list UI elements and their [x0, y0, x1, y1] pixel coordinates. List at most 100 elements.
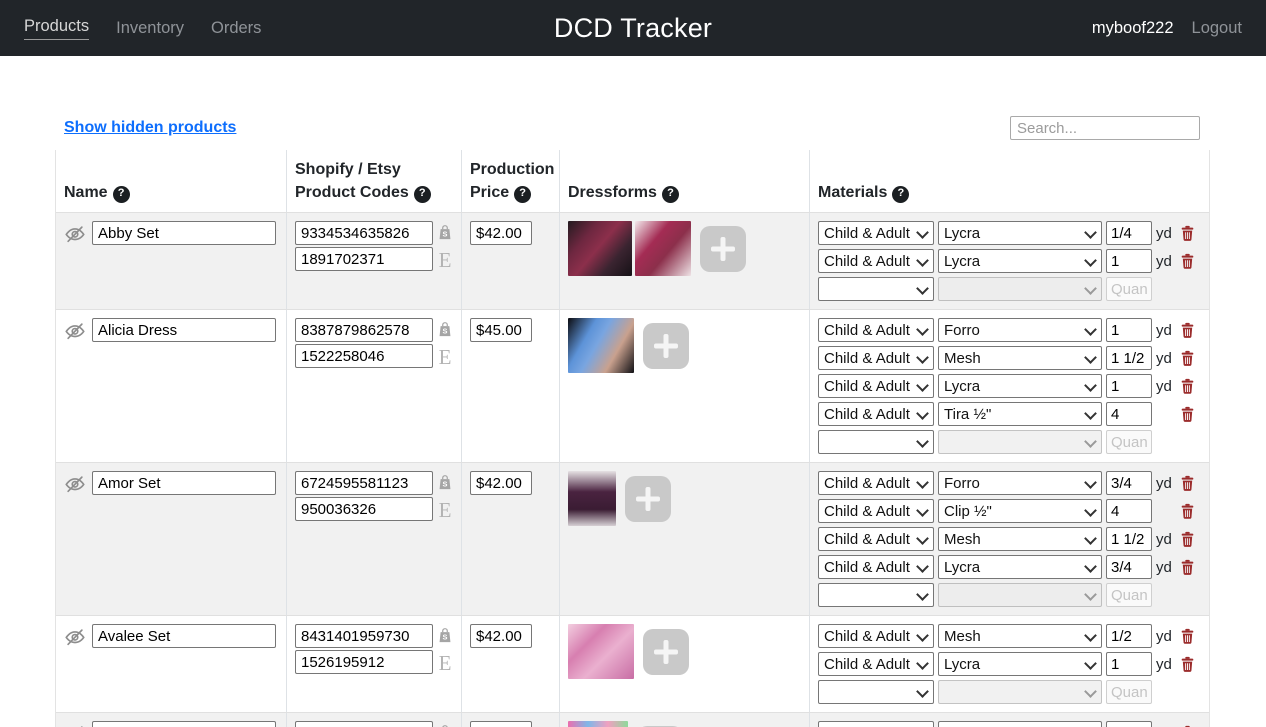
- add-dressform-button[interactable]: [643, 628, 689, 675]
- product-name-input[interactable]: [92, 471, 276, 496]
- dressform-thumbnail[interactable]: [568, 624, 634, 680]
- nav-item-products[interactable]: Products: [24, 17, 90, 40]
- shopify-code-input[interactable]: [295, 624, 433, 649]
- delete-material-trash-icon[interactable]: [1180, 531, 1195, 548]
- hide-product-eye-icon[interactable]: [64, 221, 86, 248]
- material-qty-input[interactable]: [1106, 721, 1152, 727]
- show-hidden-products-link[interactable]: Show hidden products: [64, 119, 237, 136]
- dressform-thumbnail[interactable]: [635, 221, 691, 277]
- production-price-input[interactable]: [470, 318, 532, 343]
- material-size-select[interactable]: [818, 721, 934, 727]
- etsy-code-input[interactable]: [295, 650, 433, 675]
- production-price-input[interactable]: [470, 221, 532, 246]
- material-type-select[interactable]: Forro: [938, 318, 1102, 343]
- add-dressform-button[interactable]: [625, 475, 671, 522]
- dressform-thumbnail[interactable]: [568, 721, 628, 727]
- material-size-select[interactable]: Child & Adult: [818, 527, 934, 552]
- material-qty-input[interactable]: [1106, 402, 1152, 427]
- production-price-input[interactable]: [470, 721, 532, 727]
- help-icon[interactable]: ?: [112, 185, 130, 203]
- material-size-select[interactable]: Child & Adult: [818, 499, 934, 524]
- material-size-select[interactable]: [818, 430, 934, 455]
- material-type-select[interactable]: Tira ½": [938, 402, 1102, 427]
- delete-material-trash-icon[interactable]: [1180, 350, 1195, 367]
- delete-material-trash-icon[interactable]: [1180, 225, 1195, 242]
- add-dressform-button[interactable]: [643, 322, 689, 369]
- material-qty-input[interactable]: [1106, 221, 1152, 246]
- material-type-select[interactable]: Clip ½": [938, 499, 1102, 524]
- material-qty-input[interactable]: [1106, 249, 1152, 274]
- material-size-select[interactable]: [818, 277, 934, 302]
- etsy-code-input[interactable]: [295, 344, 433, 369]
- delete-material-trash-icon[interactable]: [1180, 253, 1195, 270]
- add-dressform-button[interactable]: [637, 725, 683, 727]
- material-type-select[interactable]: Lycra: [938, 221, 1102, 246]
- shopify-code-input[interactable]: [295, 721, 433, 727]
- username-label[interactable]: myboof222: [1091, 18, 1174, 37]
- production-price-input[interactable]: [470, 471, 532, 496]
- hide-product-eye-icon[interactable]: [64, 721, 86, 727]
- dressform-thumbnail[interactable]: [568, 221, 632, 277]
- delete-material-trash-icon[interactable]: [1180, 559, 1195, 576]
- material-qty-input[interactable]: [1106, 652, 1152, 677]
- hide-product-eye-icon[interactable]: [64, 318, 86, 345]
- material-qty-input[interactable]: [1106, 374, 1152, 399]
- material-size-select[interactable]: Child & Adult: [818, 652, 934, 677]
- help-icon[interactable]: ?: [661, 185, 679, 203]
- delete-material-trash-icon[interactable]: [1180, 322, 1195, 339]
- material-type-select[interactable]: Mesh: [938, 346, 1102, 371]
- material-qty-input[interactable]: [1106, 624, 1152, 649]
- help-icon[interactable]: ?: [514, 185, 532, 203]
- delete-material-trash-icon[interactable]: [1180, 628, 1195, 645]
- product-name-input[interactable]: [92, 318, 276, 343]
- material-size-select[interactable]: Child & Adult: [818, 346, 934, 371]
- help-icon[interactable]: ?: [413, 185, 431, 203]
- delete-material-trash-icon[interactable]: [1180, 503, 1195, 520]
- delete-material-trash-icon[interactable]: [1180, 378, 1195, 395]
- material-qty-input[interactable]: [1106, 318, 1152, 343]
- shopify-code-input[interactable]: [295, 221, 433, 246]
- delete-material-trash-icon[interactable]: [1180, 406, 1195, 423]
- material-size-select[interactable]: [818, 680, 934, 705]
- material-size-select[interactable]: Child & Adult: [818, 318, 934, 343]
- etsy-code-input[interactable]: [295, 247, 433, 272]
- nav-item-orders[interactable]: Orders: [211, 18, 262, 37]
- help-icon[interactable]: ?: [892, 185, 910, 203]
- shopify-code-input[interactable]: [295, 471, 433, 496]
- material-type-select[interactable]: Lycra: [938, 652, 1102, 677]
- material-type-select[interactable]: [938, 721, 1102, 727]
- product-name-input[interactable]: [92, 721, 276, 727]
- material-type-select[interactable]: Forro: [938, 471, 1102, 496]
- material-size-select[interactable]: Child & Adult: [818, 249, 934, 274]
- material-qty-input[interactable]: [1106, 471, 1152, 496]
- material-qty-input[interactable]: [1106, 499, 1152, 524]
- material-qty-input[interactable]: [1106, 346, 1152, 371]
- material-qty-input[interactable]: [1106, 527, 1152, 552]
- dressform-thumbnail[interactable]: [568, 471, 616, 527]
- add-dressform-button[interactable]: [700, 225, 746, 272]
- material-type-select[interactable]: Mesh: [938, 624, 1102, 649]
- delete-material-trash-icon[interactable]: [1180, 656, 1195, 673]
- material-size-select[interactable]: Child & Adult: [818, 555, 934, 580]
- production-price-input[interactable]: [470, 624, 532, 649]
- material-qty-input[interactable]: [1106, 555, 1152, 580]
- dressform-thumbnail[interactable]: [568, 318, 634, 374]
- hide-product-eye-icon[interactable]: [64, 471, 86, 498]
- material-size-select[interactable]: Child & Adult: [818, 402, 934, 427]
- search-input[interactable]: [1010, 116, 1200, 140]
- material-size-select[interactable]: Child & Adult: [818, 471, 934, 496]
- delete-material-trash-icon[interactable]: [1180, 475, 1195, 492]
- etsy-code-input[interactable]: [295, 497, 433, 522]
- material-size-select[interactable]: Child & Adult: [818, 624, 934, 649]
- material-type-select[interactable]: Lycra: [938, 555, 1102, 580]
- material-type-select[interactable]: Mesh: [938, 527, 1102, 552]
- material-size-select[interactable]: Child & Adult: [818, 374, 934, 399]
- product-name-input[interactable]: [92, 221, 276, 246]
- nav-item-inventory[interactable]: Inventory: [116, 18, 184, 37]
- shopify-code-input[interactable]: [295, 318, 433, 343]
- material-type-select[interactable]: Lycra: [938, 374, 1102, 399]
- material-size-select[interactable]: [818, 583, 934, 608]
- material-size-select[interactable]: Child & Adult: [818, 221, 934, 246]
- hide-product-eye-icon[interactable]: [64, 624, 86, 651]
- product-name-input[interactable]: [92, 624, 276, 649]
